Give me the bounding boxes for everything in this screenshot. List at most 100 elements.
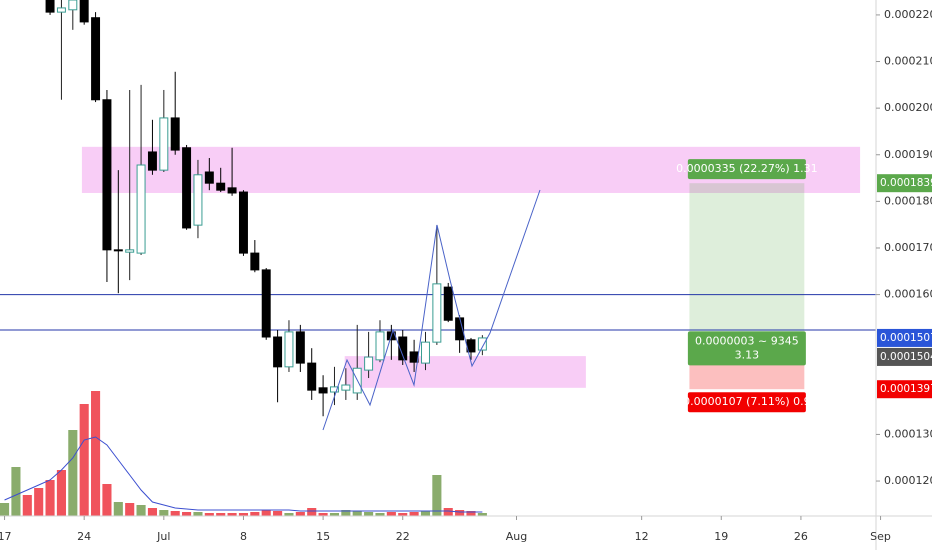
x-tick-label: Aug [506, 530, 527, 543]
volume-bar [45, 480, 55, 516]
candle-body [273, 336, 283, 368]
candle-body [284, 331, 294, 368]
y-tick-label: 0.0001800 [884, 194, 932, 207]
price-tag-label: 0.0001839 [880, 177, 932, 189]
volume-bar [375, 513, 385, 516]
volume-bar [11, 467, 21, 516]
y-tick-label: 0.0001600 [884, 288, 932, 301]
candle-body [56, 7, 66, 13]
price-tag [877, 328, 932, 347]
volume-bar [477, 513, 487, 516]
volume-bar [216, 513, 226, 516]
middle-label: 0.0000003 ~ 9345 [695, 334, 799, 347]
candle-body [318, 387, 328, 394]
volume-bar [102, 484, 112, 516]
candle-body [182, 147, 192, 229]
candle-body [443, 286, 453, 321]
volume-bar [136, 505, 146, 516]
x-tick-label: 15 [316, 530, 330, 543]
middle-label-box [687, 331, 806, 366]
x-tick-label: 19 [714, 530, 728, 543]
stop-label: 0.0000107 (7.11%) 0.9 [683, 395, 811, 408]
volume-bar [250, 512, 260, 516]
volume-bar [204, 513, 214, 516]
candle-body [227, 187, 237, 194]
volume-bar [443, 508, 453, 516]
candle-body [307, 362, 317, 391]
candle-body [102, 99, 112, 251]
x-tick-label: 24 [77, 530, 91, 543]
volume-bar [113, 502, 123, 516]
volume-bar [364, 512, 374, 516]
candle-body [364, 356, 374, 371]
volume-bar [238, 513, 249, 516]
candle-body [421, 341, 430, 364]
volume-bar [398, 513, 408, 516]
candle-body [375, 331, 385, 361]
middle-label: 3.13 [735, 348, 760, 361]
x-tick-label: 8 [240, 530, 247, 543]
candle-body [79, 0, 89, 23]
zone [344, 356, 586, 388]
volume-bar [68, 430, 78, 516]
candle-body [68, 0, 78, 11]
x-tick-label: Sep [870, 530, 891, 543]
volume-bar [56, 470, 66, 516]
volume-bar [307, 508, 317, 516]
candle-body [136, 164, 146, 254]
volume-bar [91, 391, 101, 516]
y-tick-label: 0.0002200 [884, 8, 932, 21]
candle-body [125, 249, 135, 253]
volume-bar [455, 510, 465, 516]
plot-area: 0.0000335 (22.27%) 1.31 0.0000003 ~ 93453… [0, 0, 876, 516]
candle-body [204, 171, 214, 184]
stop-label-box [687, 392, 806, 413]
candle-body [113, 249, 123, 252]
volume-bar [193, 512, 203, 516]
volume-bar [22, 495, 32, 516]
candle-body [147, 151, 157, 171]
price-tag [877, 347, 932, 366]
volume-bar [34, 488, 44, 516]
y-tick-label: 0.0001700 [884, 241, 932, 254]
volume-bar [261, 510, 271, 516]
price-tag [877, 174, 932, 193]
y-tick-label: 0.0002000 [884, 101, 932, 114]
candle-body [238, 191, 248, 254]
volume-bar [432, 475, 442, 516]
price-tag [877, 380, 932, 399]
target-label-box [687, 159, 806, 180]
candle-body [170, 117, 180, 151]
y-tick-label: 0.0001300 [884, 427, 932, 440]
volume-bar [409, 512, 419, 516]
volume-bar [295, 512, 305, 516]
candle-body [329, 386, 339, 393]
candle-body [295, 331, 305, 364]
x-tick-label: 26 [794, 530, 808, 543]
volume-ma-line [4, 436, 483, 513]
candle-body [432, 283, 442, 343]
volume-bar [466, 511, 476, 516]
candle-body [250, 252, 260, 271]
target-label: 0.0000335 (22.27%) 1.31 [676, 162, 818, 175]
candle-body [409, 351, 419, 363]
price-tag-label: 0.0001507 [880, 332, 932, 344]
volume-bar [147, 508, 157, 516]
volume-bar [159, 510, 169, 516]
y-tick-label: 0.0001200 [884, 474, 932, 487]
volume-bar [329, 513, 340, 516]
candle-body [341, 384, 351, 391]
candle-body [216, 182, 226, 191]
candle-body [477, 337, 487, 351]
candle-body [261, 269, 271, 338]
y-tick-label: 0.0001900 [884, 148, 932, 161]
x-tick-label: 22 [396, 530, 410, 543]
profit-area [689, 183, 805, 340]
volume-bar [386, 512, 396, 516]
volume-bar [79, 404, 89, 516]
x-tick-label: 17 [0, 530, 12, 543]
candle-body [91, 17, 101, 101]
volume-bar [170, 511, 180, 516]
